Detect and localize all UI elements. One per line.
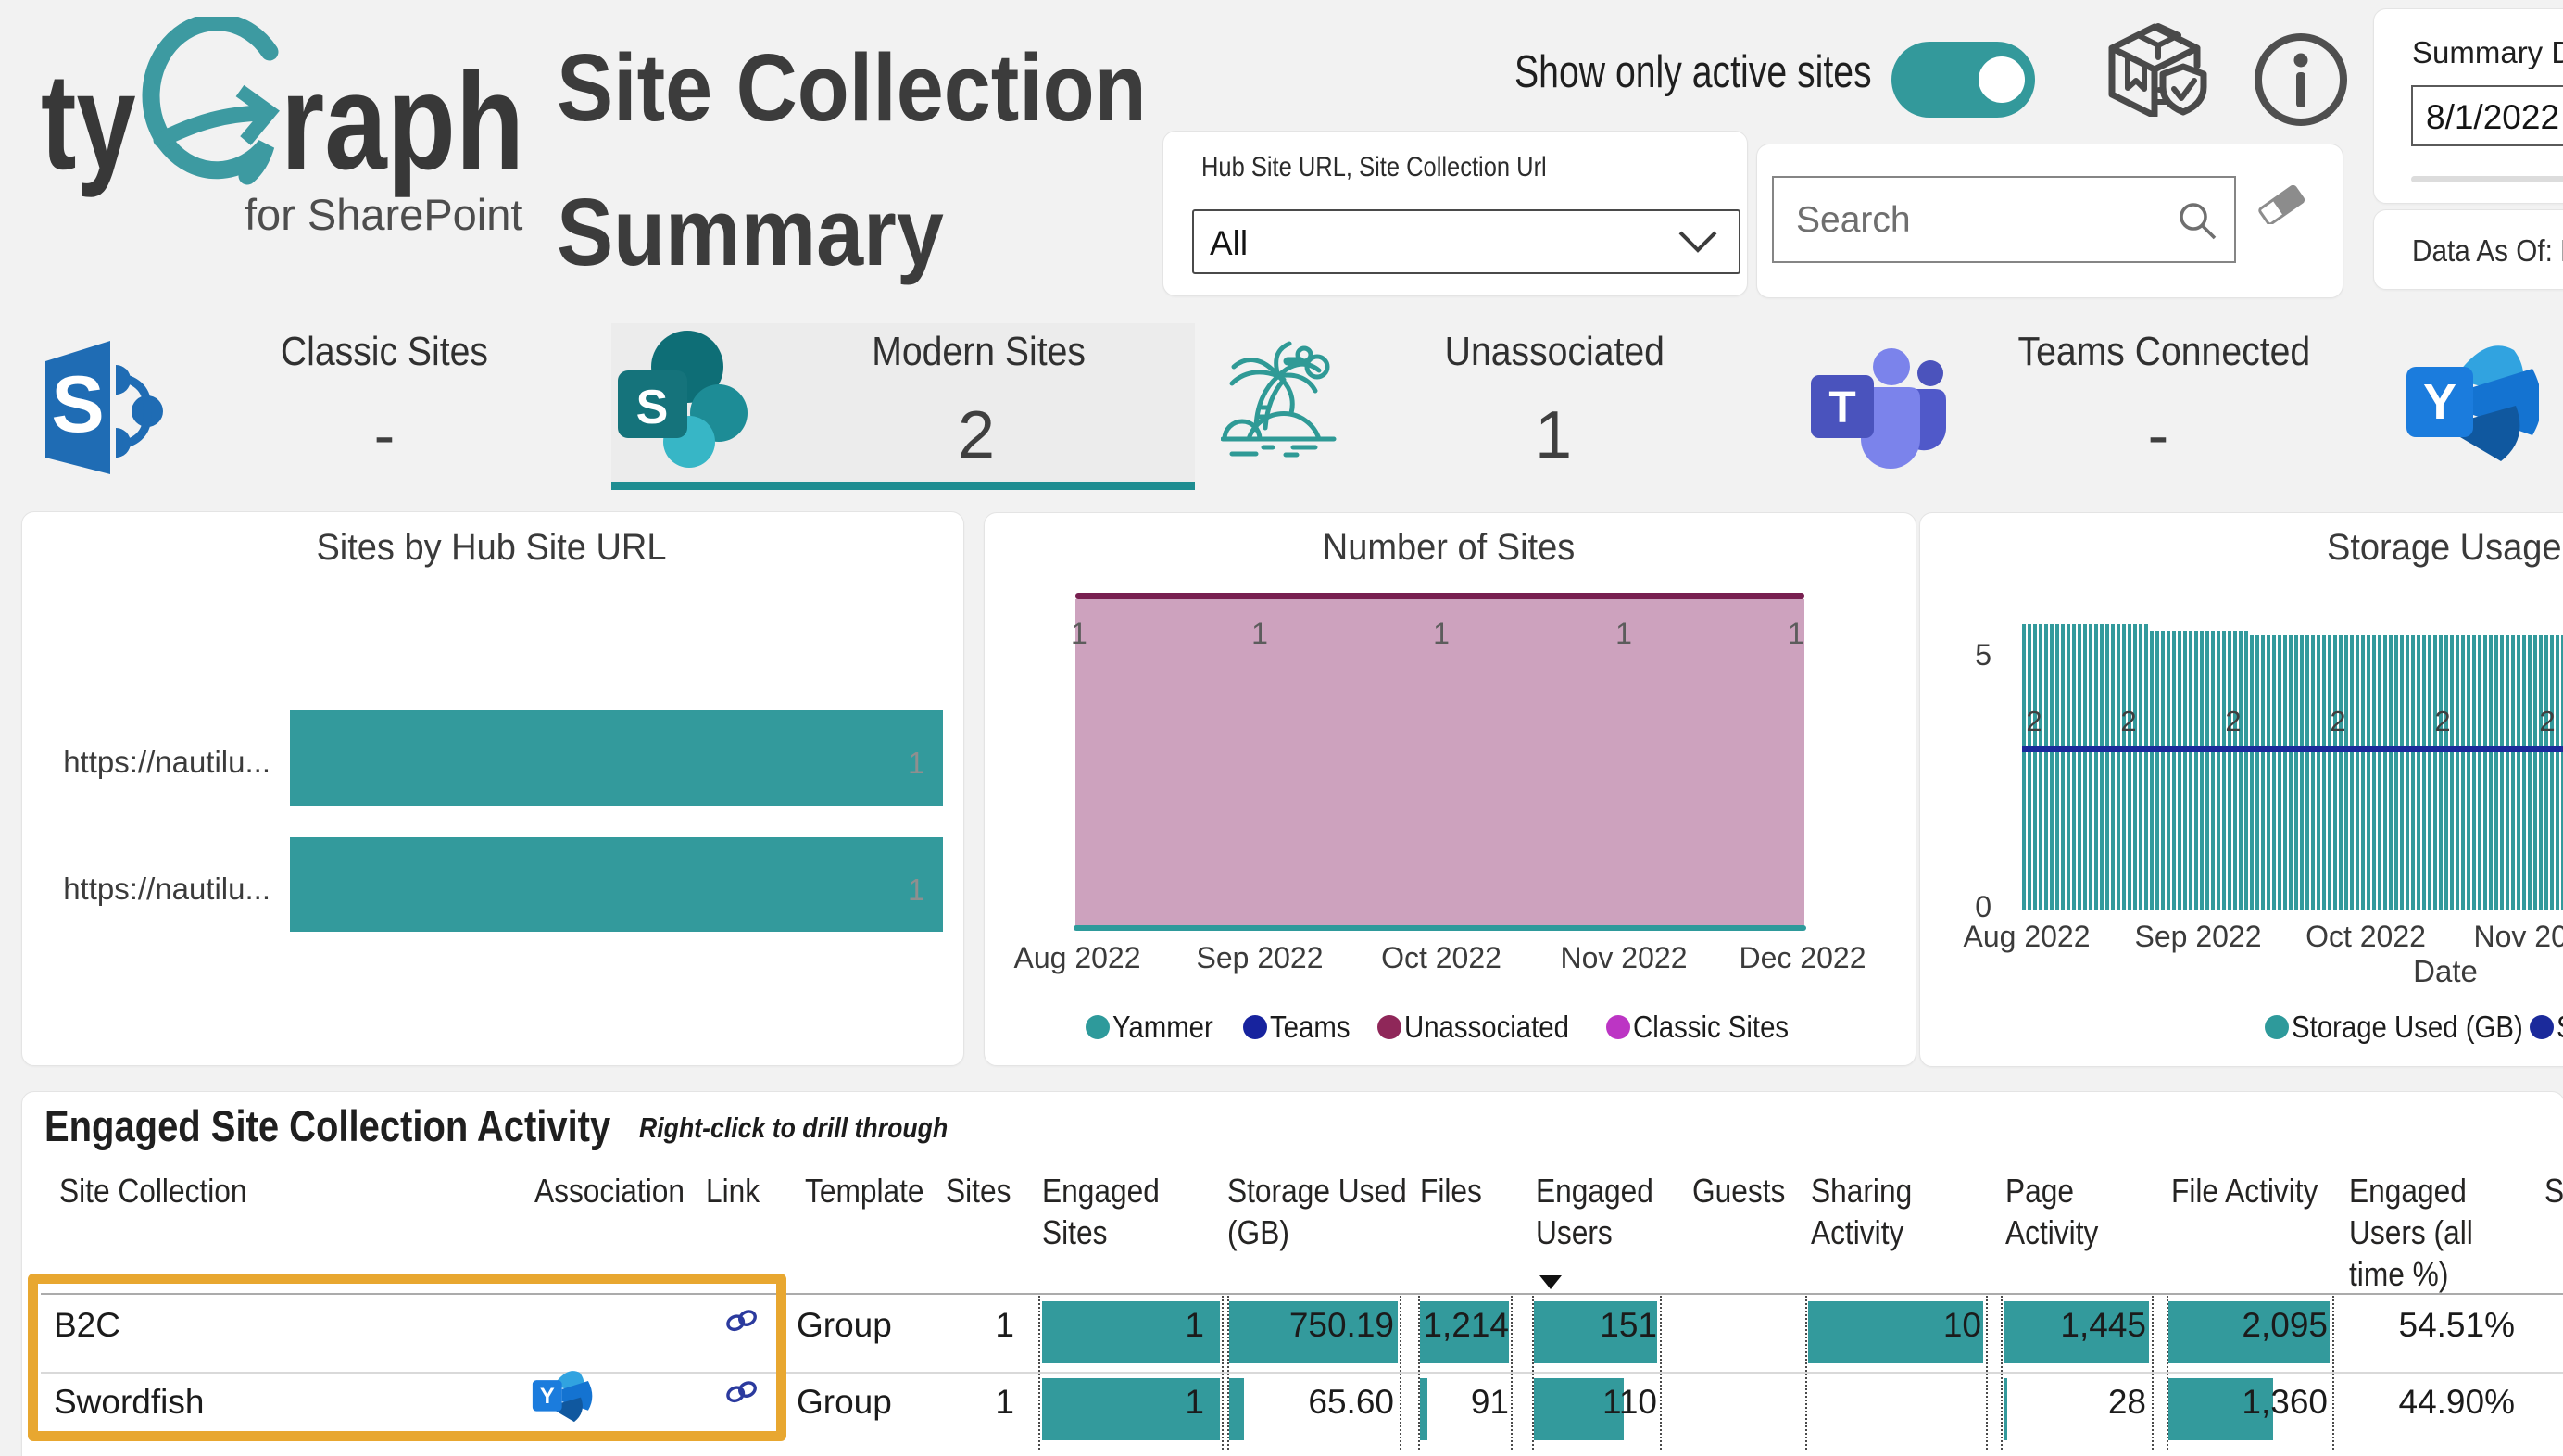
svg-text:Y: Y [540, 1384, 555, 1409]
svg-text:S: S [636, 381, 669, 434]
svg-text:Y: Y [2423, 374, 2456, 430]
svg-text:S: S [51, 360, 104, 449]
svg-text:T: T [1828, 383, 1855, 433]
